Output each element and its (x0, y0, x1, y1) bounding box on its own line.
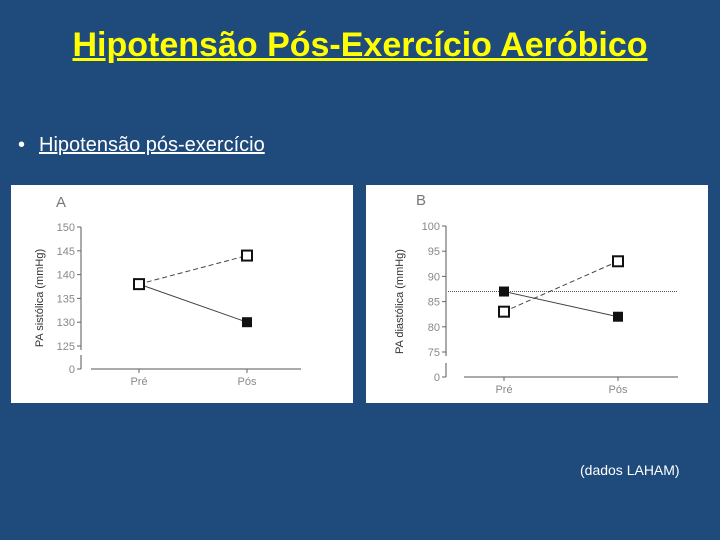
chart-a-xtick-label: Pré (130, 376, 147, 388)
chart-a-ytick-label: 150 (57, 222, 75, 234)
chart-b-ytick-label: 90 (428, 271, 440, 283)
chart-a-series-1-point-0 (133, 278, 145, 291)
chart-b-ytick-label: 95 (428, 246, 440, 258)
chart-a-series-0-point-1 (242, 317, 252, 328)
chart-a-series-1-point-1 (241, 249, 253, 262)
chart-b-ylabel: PA diastólica (mmHg) (394, 249, 406, 354)
chart-b-ytick-label: 80 (428, 322, 440, 334)
chart-a-svg: A PA sistólica (mmHg) 0 125 130 135 140 145 150 P… (34, 194, 301, 388)
chart-b-xtick-label: Pós (609, 384, 628, 396)
chart-a-series-0-line (138, 283, 248, 323)
slide-title: Hipotensão Pós-Exercício Aeróbico (72, 26, 648, 64)
chart-a-xtick-label: Pós (238, 376, 257, 388)
chart-a-ylabel: PA sistólica (mmHg) (34, 249, 46, 347)
chart-b-panel-letter: B (416, 192, 426, 209)
chart-b-series-0-line (503, 291, 619, 318)
chart-panel-b: B PA diastólica (mmHg) 0 75 80 85 90 95 100 Pré Pó… (366, 185, 708, 403)
chart-b-ytick-label: 0 (434, 372, 440, 384)
bullet-text: Hipotensão pós-exercício (39, 134, 265, 156)
chart-b-svg: B PA diastólica (mmHg) 0 75 80 85 90 95 100 Pré Pó… (394, 192, 678, 396)
chart-a-ytick-label: 140 (57, 270, 75, 282)
chart-b-series-1-line (503, 260, 619, 313)
chart-b-series-1-point-1 (612, 255, 624, 268)
bullet-item: • Hipotensão pós-exercício (18, 134, 265, 157)
chart-a-ytick-label: 135 (57, 293, 75, 305)
source-note: (dados LAHAM) (580, 462, 680, 478)
chart-a-panel-letter: A (56, 194, 66, 211)
chart-b-ytick-label: 85 (428, 297, 440, 309)
chart-a-ytick-label: 0 (69, 364, 75, 376)
chart-b-ytick-label: 75 (428, 347, 440, 359)
chart-b-xtick-label: Pré (495, 384, 512, 396)
chart-panel-a: A PA sistólica (mmHg) 0 125 130 135 140 145 150 P… (11, 185, 353, 403)
chart-a-ytick-label: 145 (57, 246, 75, 258)
chart-a-series-1-line (138, 255, 248, 285)
bullet-icon: • (18, 134, 26, 156)
chart-b-series-0-point-1 (613, 311, 623, 322)
chart-a-ytick-label: 130 (57, 317, 75, 329)
chart-a-ytick-label: 125 (57, 341, 75, 353)
chart-b-series-1-point-0 (498, 305, 510, 318)
chart-b-ytick-label: 100 (422, 221, 440, 233)
chart-b-series-0-point-0 (499, 286, 509, 297)
